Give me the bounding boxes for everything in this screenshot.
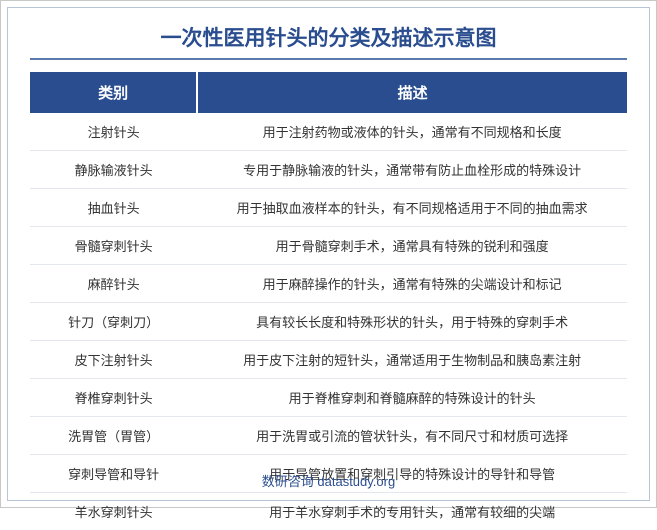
cell-category: 针刀（穿刺刀） [30, 303, 197, 341]
cell-description: 用于注射药物或液体的针头，通常有不同规格和长度 [197, 113, 627, 151]
cell-category: 脊椎穿刺针头 [30, 379, 197, 417]
needle-table: 类别 描述 注射针头用于注射药物或液体的针头，通常有不同规格和长度静脉输液针头专… [30, 72, 627, 530]
table-row: 洗胃管（胃管）用于洗胃或引流的管状针头，有不同尺寸和材质可选择 [30, 417, 627, 455]
page-title: 一次性医用针头的分类及描述示意图 [8, 8, 649, 58]
table-row: 针刀（穿刺刀）具有较长长度和特殊形状的针头，用于特殊的穿刺手术 [30, 303, 627, 341]
cell-description: 用于脊椎穿刺和脊髓麻醉的特殊设计的针头 [197, 379, 627, 417]
cell-description: 用于麻醉操作的针头，通常有特殊的尖端设计和标记 [197, 265, 627, 303]
cell-category: 皮下注射针头 [30, 341, 197, 379]
cell-category: 注射针头 [30, 113, 197, 151]
cell-description: 用于洗胃或引流的管状针头，有不同尺寸和材质可选择 [197, 417, 627, 455]
content-frame: 一次性医用针头的分类及描述示意图 类别 描述 注射针头用于注射药物或液体的针头，… [7, 7, 650, 501]
cell-category: 洗胃管（胃管） [30, 417, 197, 455]
cell-description: 用于羊水穿刺手术的专用针头，通常有较细的尖端 [197, 493, 627, 530]
cell-category: 麻醉针头 [30, 265, 197, 303]
table-row: 麻醉针头用于麻醉操作的针头，通常有特殊的尖端设计和标记 [30, 265, 627, 303]
table-row: 静脉输液针头专用于静脉输液的针头，通常带有防止血栓形成的特殊设计 [30, 151, 627, 189]
table-row: 羊水穿刺针头用于羊水穿刺手术的专用针头，通常有较细的尖端 [30, 493, 627, 530]
header-row: 类别 描述 [30, 72, 627, 113]
cell-description: 用于骨髓穿刺手术，通常具有特殊的锐利和强度 [197, 227, 627, 265]
footer-source: 数研咨询 datastudy.org [8, 471, 649, 490]
cell-description: 专用于静脉输液的针头，通常带有防止血栓形成的特殊设计 [197, 151, 627, 189]
title-underline [30, 58, 627, 60]
header-description: 描述 [197, 72, 627, 113]
table-row: 皮下注射针头用于皮下注射的短针头，通常适用于生物制品和胰岛素注射 [30, 341, 627, 379]
header-category: 类别 [30, 72, 197, 113]
cell-category: 静脉输液针头 [30, 151, 197, 189]
table-row: 骨髓穿刺针头用于骨髓穿刺手术，通常具有特殊的锐利和强度 [30, 227, 627, 265]
table-row: 注射针头用于注射药物或液体的针头，通常有不同规格和长度 [30, 113, 627, 151]
cell-description: 具有较长长度和特殊形状的针头，用于特殊的穿刺手术 [197, 303, 627, 341]
cell-description: 用于抽取血液样本的针头，有不同规格适用于不同的抽血需求 [197, 189, 627, 227]
table-row: 脊椎穿刺针头用于脊椎穿刺和脊髓麻醉的特殊设计的针头 [30, 379, 627, 417]
cell-category: 骨髓穿刺针头 [30, 227, 197, 265]
cell-description: 用于皮下注射的短针头，通常适用于生物制品和胰岛素注射 [197, 341, 627, 379]
cell-category: 羊水穿刺针头 [30, 493, 197, 530]
cell-category: 抽血针头 [30, 189, 197, 227]
table-row: 抽血针头用于抽取血液样本的针头，有不同规格适用于不同的抽血需求 [30, 189, 627, 227]
